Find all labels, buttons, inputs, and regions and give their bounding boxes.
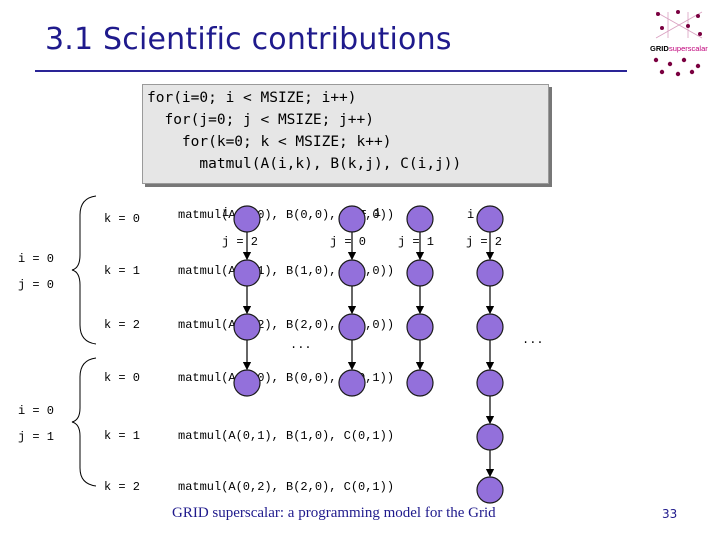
- overlay-j0: j = 0: [330, 235, 367, 249]
- code-line-4: matmul(A(i,k), B(k,j), C(i,j)): [147, 156, 462, 172]
- col-1-node: [233, 313, 261, 341]
- title-underline: [35, 70, 627, 72]
- logo-text-superscalar: superscalar: [669, 44, 708, 53]
- col-1-node: [233, 369, 261, 397]
- code-line-3: for(k=0; k < MSIZE; k++): [147, 134, 392, 150]
- col-1-node: [233, 259, 261, 287]
- col-3-node: [406, 205, 434, 233]
- logo-text-grid: GRID: [650, 44, 669, 53]
- brace-group1: [71, 195, 97, 345]
- group1-j-label: j = 0: [18, 278, 55, 292]
- row6-k: k = 2: [104, 480, 141, 494]
- overlay-j1: j = 1: [398, 235, 435, 249]
- code-line-2: for(j=0; j < MSIZE; j++): [147, 112, 374, 128]
- row2-k: k = 1: [104, 264, 141, 278]
- col-2-node: [338, 259, 366, 287]
- brace-group2: [71, 357, 97, 487]
- overlay-j2: j = 2: [222, 235, 259, 249]
- row3-k: k = 2: [104, 318, 141, 332]
- page-number: 33: [662, 507, 678, 521]
- row4-k: k = 0: [104, 371, 141, 385]
- col-2-node: [338, 313, 366, 341]
- row5-call: matmul(A(0,1), B(1,0), C(0,1)): [178, 429, 395, 443]
- col-4-node: [476, 476, 504, 504]
- group1-i-label: i = 0: [18, 252, 55, 266]
- row6-call: matmul(A(0,2), B(2,0), C(0,1)): [178, 480, 395, 494]
- footer-text: GRID superscalar: a programming model fo…: [172, 505, 496, 521]
- col-4-node: [476, 259, 504, 287]
- slide-title: 3.1 Scientific contributions: [45, 22, 452, 57]
- ellipsis-1: ...: [290, 338, 312, 352]
- group2-j-label: j = 1: [18, 430, 55, 444]
- grid-superscalar-logo: GRID superscalar: [650, 10, 708, 77]
- col-4-node: [476, 205, 504, 233]
- col-3-node: [406, 369, 434, 397]
- overlay-j2b: j = 2: [466, 235, 503, 249]
- row1-k: k = 0: [104, 212, 141, 226]
- col-2-node: [338, 369, 366, 397]
- group2-i-label: i = 0: [18, 404, 55, 418]
- col-1-node: [233, 205, 261, 233]
- col-2-node: [338, 205, 366, 233]
- row5-k: k = 1: [104, 429, 141, 443]
- code-line-1: for(i=0; i < MSIZE; i++): [147, 90, 357, 106]
- col-3-node: [406, 259, 434, 287]
- col-4-node: [476, 423, 504, 451]
- code-box: for(i=0; i < MSIZE; i++) for(j=0; j < MS…: [142, 84, 549, 184]
- col-4-node: [476, 369, 504, 397]
- ellipsis-2: ...: [522, 333, 544, 347]
- col-3-node: [406, 313, 434, 341]
- col-4-node: [476, 313, 504, 341]
